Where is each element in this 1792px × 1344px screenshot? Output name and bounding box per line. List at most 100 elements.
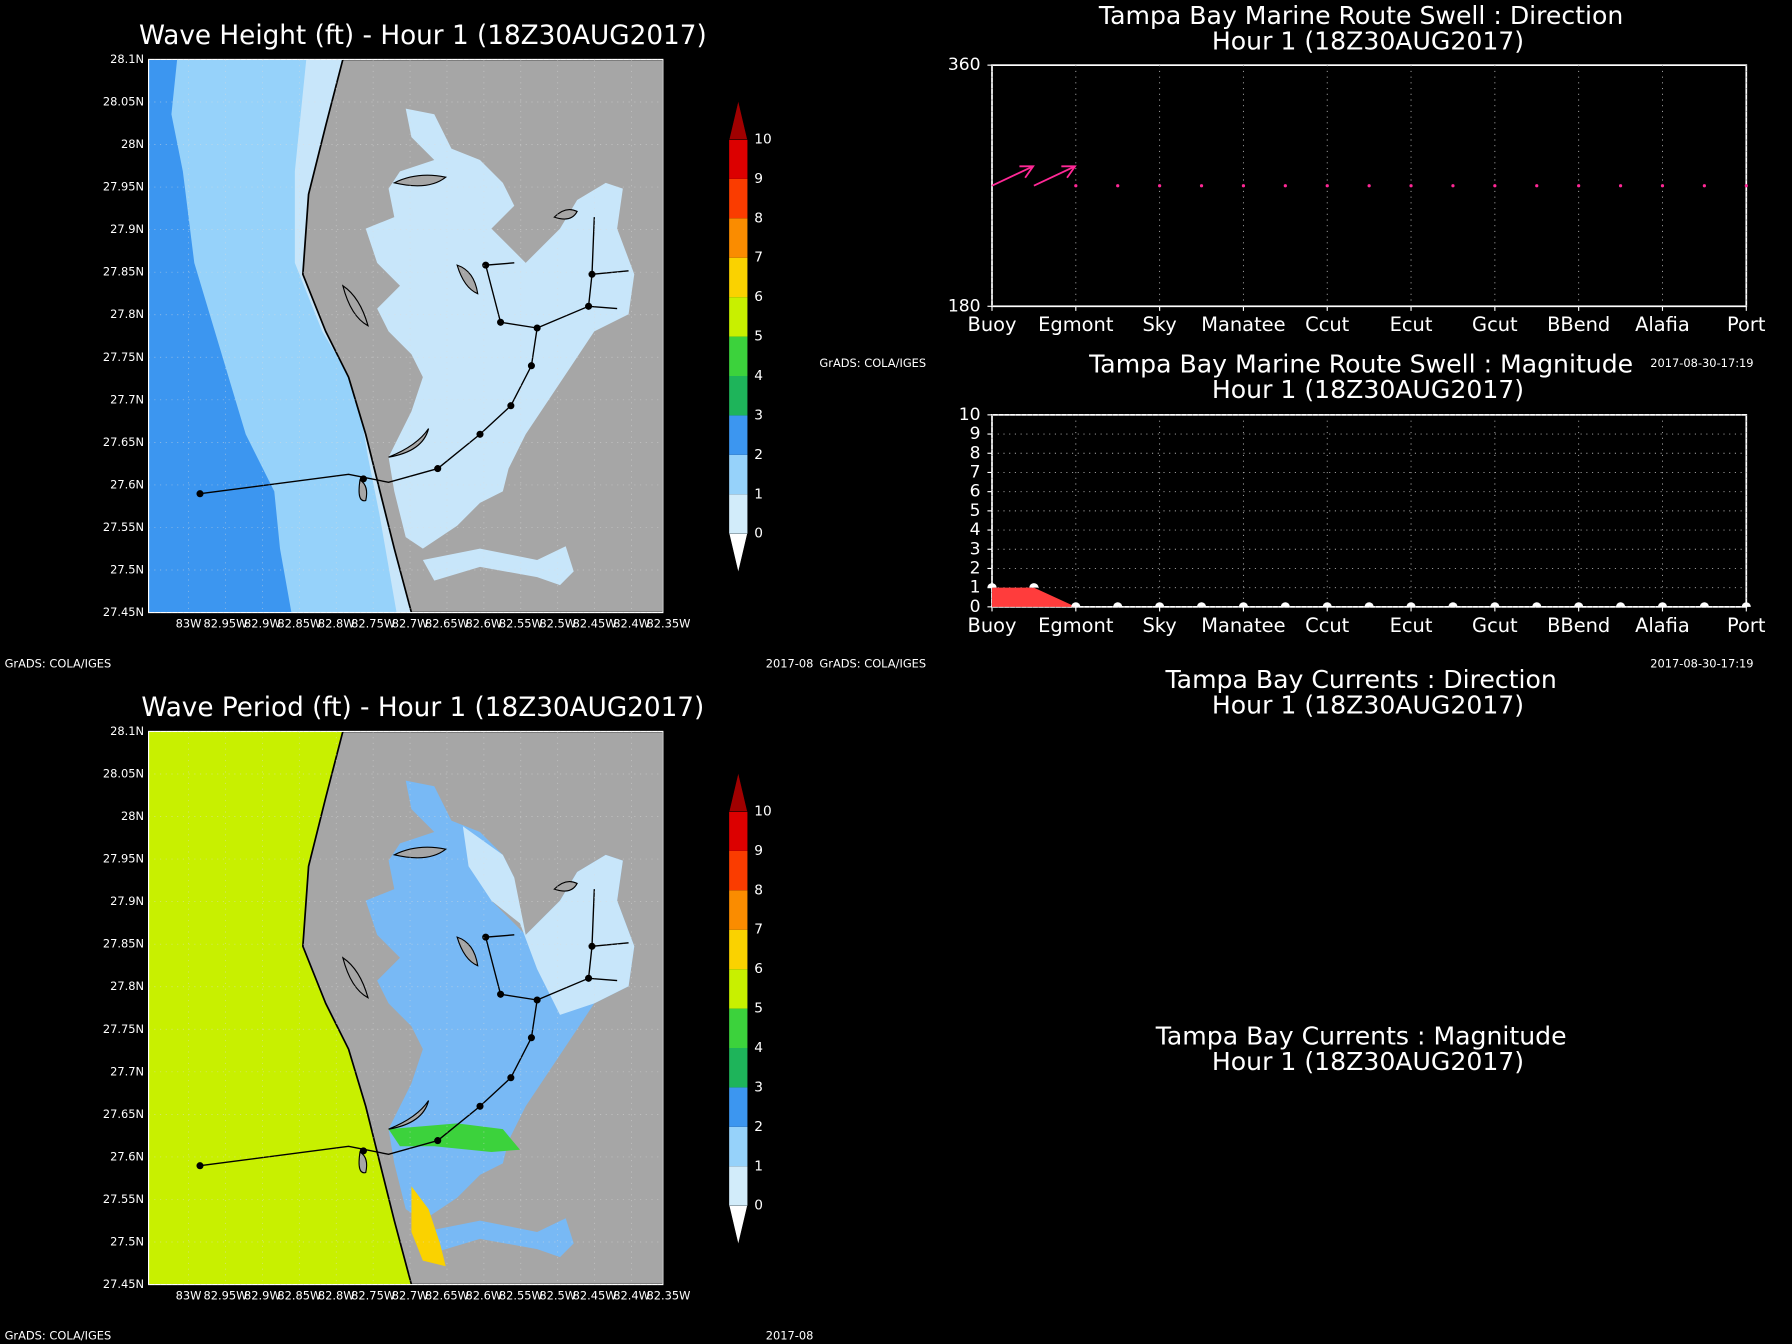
lon-label: 82.95W xyxy=(204,616,248,630)
x-tick-label: Alafia xyxy=(1635,313,1690,336)
lon-label: 82.45W xyxy=(573,1288,617,1302)
colorbar-label: 5 xyxy=(754,1001,763,1017)
lon-label: 82.9W xyxy=(244,1288,281,1302)
lat-label: 27.95N xyxy=(103,180,144,194)
y-tick-label: 7 xyxy=(970,462,981,482)
magnitude-marker xyxy=(1657,602,1668,607)
lon-label: 82.65W xyxy=(425,616,469,630)
colorbar-segment xyxy=(729,415,748,455)
lat-label: 27.5N xyxy=(110,563,144,577)
colorbar-label: 8 xyxy=(754,882,763,898)
colorbar-under xyxy=(728,533,748,573)
x-tick-label: Gcut xyxy=(1472,614,1518,637)
direction-point xyxy=(1409,184,1413,188)
map-wave-period xyxy=(148,730,664,1286)
credit: GrADS: COLA/IGES xyxy=(5,656,112,670)
x-tick-label: BBend xyxy=(1547,313,1610,336)
lon-label: 82.35W xyxy=(646,616,690,630)
y-tick-label: 1 xyxy=(970,578,981,598)
x-tick-label: Alafia xyxy=(1635,614,1690,637)
lat-label: 27.9N xyxy=(110,222,144,236)
date: 2017-08 xyxy=(766,656,814,670)
colorbar-label: 4 xyxy=(754,368,763,384)
colorbar-segment xyxy=(729,454,748,495)
colorbar-segment xyxy=(729,257,748,298)
lat-label: 27.55N xyxy=(103,520,144,534)
panel-title: Tampa Bay Currents : Direction xyxy=(1165,665,1557,694)
direction-point xyxy=(1660,184,1665,188)
lat-label: 27.85N xyxy=(103,937,144,951)
x-tick-label: Egmont xyxy=(1038,614,1114,637)
colorbar-label: 0 xyxy=(754,526,763,542)
x-tick-label: Manatee xyxy=(1201,313,1285,336)
map-wave-height xyxy=(148,58,664,614)
x-tick-label: Sky xyxy=(1142,313,1176,336)
x-tick-label: Buoy xyxy=(968,614,1017,637)
colorbar-label: 6 xyxy=(754,961,763,977)
x-tick-label: Ecut xyxy=(1390,614,1433,637)
panel-subtitle: Hour 1 (18Z30AUG2017) xyxy=(1212,1047,1524,1076)
magnitude-marker xyxy=(1238,602,1248,607)
colorbar-segment xyxy=(729,1087,748,1127)
lon-label: 82.55W xyxy=(499,1288,543,1302)
colorbar-segment xyxy=(729,811,748,851)
lat-label: 27.7N xyxy=(110,1064,144,1078)
lon-label: 82.35W xyxy=(646,1288,690,1302)
y-tick-label: 4 xyxy=(970,520,981,540)
colorbar-under xyxy=(728,1205,748,1245)
x-tick-label: Ecut xyxy=(1390,313,1433,336)
colorbar-segment xyxy=(729,494,748,534)
panel-subtitle: Hour 1 (18Z30AUG2017) xyxy=(1212,690,1524,719)
x-tick-label: Manatee xyxy=(1201,614,1285,637)
arrow-head xyxy=(1061,165,1077,179)
lat-label: 27.8N xyxy=(110,307,144,321)
colorbar-segment xyxy=(729,336,748,376)
lon-label: 82.7W xyxy=(392,616,429,630)
lat-label: 27.65N xyxy=(103,435,144,449)
colorbar-label: 1 xyxy=(754,486,763,502)
magnitude-marker xyxy=(1071,602,1081,607)
lat-label: 27.75N xyxy=(103,1022,144,1036)
lon-label: 82.8W xyxy=(318,616,355,630)
shoal xyxy=(411,1186,446,1267)
colorbar-segment xyxy=(729,376,748,416)
lon-label: 82.6W xyxy=(466,616,503,630)
x-tick-label: BBend xyxy=(1547,614,1610,637)
bay-calm xyxy=(462,826,635,1015)
lat-label: 27.7N xyxy=(110,392,144,406)
lon-label: 82.8W xyxy=(318,1288,355,1302)
magnitude-marker xyxy=(1322,602,1332,607)
magnitude-marker xyxy=(1406,602,1416,607)
credit: GrADS: COLA/IGES xyxy=(819,656,926,670)
lon-label: 82.85W xyxy=(277,1288,321,1302)
lon-label: 82.75W xyxy=(351,616,395,630)
lon-label: 82.6W xyxy=(466,1288,503,1302)
lat-label: 28.1N xyxy=(110,52,144,66)
magnitude-marker xyxy=(1448,602,1458,607)
magnitude-marker xyxy=(1029,583,1039,588)
colorbar-label: 6 xyxy=(754,289,763,305)
x-tick-label: Port xyxy=(1727,313,1766,336)
magnitude-marker xyxy=(1616,602,1626,607)
magnitude-marker xyxy=(1113,602,1123,607)
lat-label: 27.95N xyxy=(103,852,144,866)
lat-label: 27.85N xyxy=(103,265,144,279)
lon-label: 82.5W xyxy=(539,616,576,630)
lon-label: 83W xyxy=(176,1288,202,1302)
arrow-head xyxy=(1019,165,1035,179)
lon-label: 82.65W xyxy=(425,1288,469,1302)
lon-label: 82.7W xyxy=(392,1288,429,1302)
direction-point xyxy=(1744,184,1748,188)
colorbar-segment xyxy=(729,297,748,337)
direction-point xyxy=(1618,184,1623,188)
map-title: Wave Period (ft) - Hour 1 (18Z30AUG2017) xyxy=(141,693,704,723)
lat-label: 27.45N xyxy=(103,605,144,619)
lat-label: 28.05N xyxy=(103,766,144,780)
magnitude-marker xyxy=(1532,602,1542,607)
y-tick-label: 2 xyxy=(970,558,981,578)
direction-point xyxy=(1493,184,1497,188)
colorbar-label: 3 xyxy=(754,1079,763,1095)
arrow-shaft xyxy=(1033,165,1076,187)
chart-title: Tampa Bay Marine Route Swell : Direction xyxy=(1098,1,1623,30)
